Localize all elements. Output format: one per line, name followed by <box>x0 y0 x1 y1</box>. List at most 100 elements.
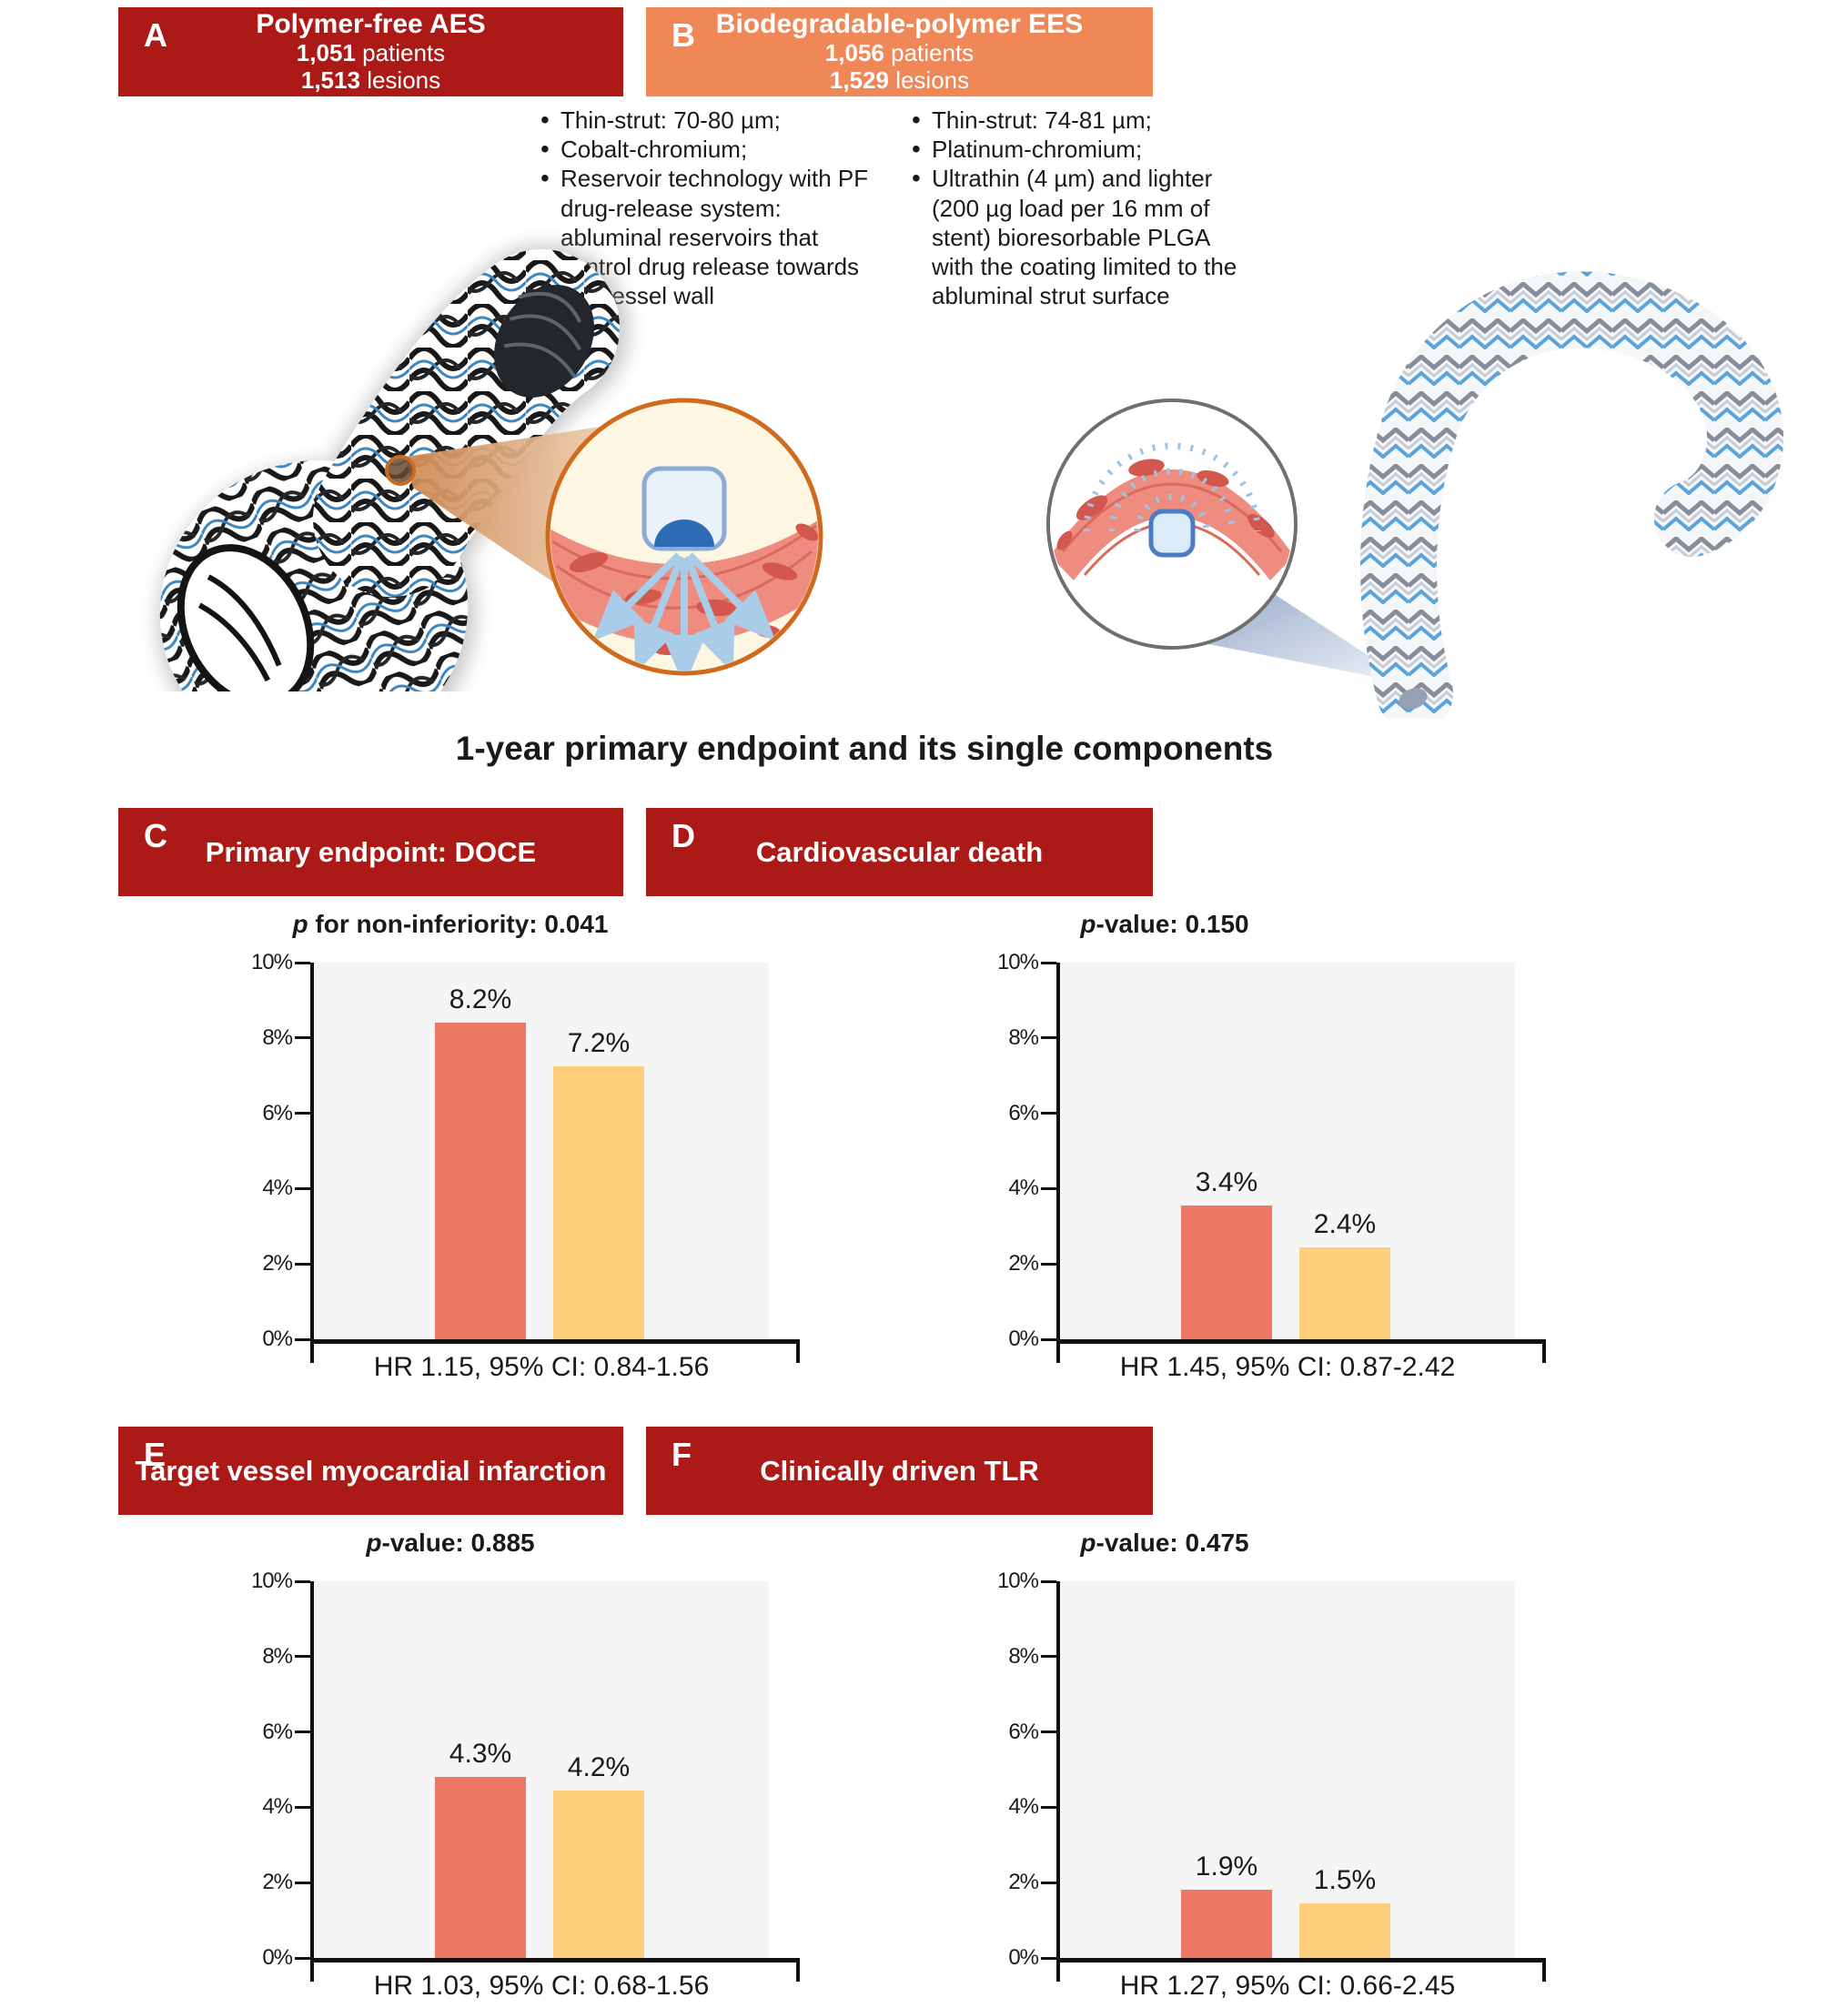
y-axis-tick-mark <box>1041 1579 1056 1583</box>
panel-d-hazard-ratio: HR 1.45, 95% CI: 0.87-2.42 <box>1119 1352 1456 1382</box>
panel-c-letter: C <box>144 817 167 854</box>
device-b-patients-value: 1,056 <box>824 39 884 67</box>
y-axis-tick-label: 10% <box>250 950 293 974</box>
y-axis-tick-mark <box>1041 1805 1056 1809</box>
section-title: 1-year primary endpoint and its single c… <box>455 730 1274 767</box>
panel-c-header: C Primary endpoint: DOCE <box>118 808 623 896</box>
device-b-title: Biodegradable-polymer EES <box>715 8 1084 39</box>
panel-e-letter: E <box>144 1436 167 1473</box>
y-axis-tick-label: 2% <box>262 1251 293 1276</box>
bar-polymer-free-aes <box>1181 1890 1272 1958</box>
p-symbol: p <box>1080 1529 1096 1557</box>
panel-c-p-value: p for non-inferiority: 0.041 <box>173 910 728 939</box>
y-axis-tick-label: 2% <box>262 1870 293 1895</box>
bar-value-label: 8.2% <box>449 984 512 1015</box>
panel-d-letter: D <box>672 817 695 854</box>
y-axis-tick-label: 4% <box>1008 1794 1039 1820</box>
device-a-patients-word: patients <box>362 39 446 67</box>
y-axis-tick-label: 6% <box>262 1719 293 1744</box>
y-axis-tick-mark <box>1041 1112 1056 1115</box>
bar-biodegradable-polymer-ees <box>553 1790 644 1958</box>
bar-value-label: 1.5% <box>1313 1864 1377 1895</box>
y-axis-tick-mark <box>295 1881 310 1884</box>
device-a-title: Polymer-free AES <box>256 8 486 39</box>
p-value-text: -value: 0.150 <box>1096 910 1249 938</box>
y-axis-tick-label: 4% <box>1008 1176 1039 1201</box>
stent-tip-marker <box>1399 688 1428 710</box>
y-axis-tick-mark <box>1041 1186 1056 1190</box>
device-a-lesions-word: lesions <box>367 66 441 95</box>
panel-f-header: F Clinically driven TLR <box>646 1427 1153 1515</box>
p-symbol: p <box>292 910 308 938</box>
device-a-patients-value: 1,051 <box>296 39 356 67</box>
stent-b-mesh-body <box>1360 271 1783 719</box>
vessel-wall <box>1051 469 1293 580</box>
y-axis-tick-mark <box>1041 1262 1056 1266</box>
y-axis-tick-label: 4% <box>262 1794 293 1820</box>
y-axis-tick-label: 8% <box>1008 1643 1039 1669</box>
polymer-free-aes-stent-illustration <box>157 245 823 691</box>
device-b-lesions-value: 1,529 <box>829 66 889 95</box>
bar-polymer-free-aes <box>435 1777 526 1958</box>
panel-b-letter: B <box>672 16 695 54</box>
y-axis-tick-label: 4% <box>262 1176 293 1201</box>
y-axis-tick-mark <box>295 1655 310 1659</box>
panel-d-p-value: p-value: 0.150 <box>887 910 1442 939</box>
p-value-text: -value: 0.475 <box>1096 1529 1249 1557</box>
device-b-feature-list: Thin-strut: 74-81 µm; Platinum-chromium;… <box>910 105 1248 311</box>
panel-f-hazard-ratio: HR 1.27, 95% CI: 0.66-2.45 <box>1119 1971 1456 2001</box>
bar-value-label: 4.3% <box>449 1739 512 1770</box>
y-axis-tick-label: 0% <box>262 1327 293 1351</box>
y-axis-tick-label: 10% <box>250 1569 293 1593</box>
y-axis-tick-mark <box>295 961 310 964</box>
y-axis-tick-mark <box>295 1731 310 1734</box>
panel-d-bar-chart: 0% 2% 4% 6% 8% 10% 3.4% 2.4% <box>997 950 1546 1363</box>
device-a-lesions-value: 1,513 <box>300 66 360 95</box>
y-axis-tick-mark <box>295 1036 310 1040</box>
panel-a-letter: A <box>144 16 167 54</box>
y-axis-tick-mark <box>1041 1881 1056 1884</box>
y-axis-tick-label: 8% <box>262 1643 293 1669</box>
bar-value-label: 7.2% <box>567 1027 631 1058</box>
list-item: Thin-strut: 70-80 µm; <box>539 105 871 136</box>
y-axis-tick-label: 0% <box>1008 1327 1039 1351</box>
bar-biodegradable-polymer-ees <box>553 1065 644 1339</box>
drug-diffusion-arcs <box>1083 442 1261 532</box>
y-axis-tick-mark <box>1041 1956 1056 1960</box>
device-a-lesions: 1,513 lesions <box>118 66 623 95</box>
panel-d-header: D Cardiovascular death <box>646 808 1153 896</box>
y-axis-tick-mark <box>295 1337 310 1341</box>
magnified-spot-marker <box>385 455 416 486</box>
p-symbol: p <box>1080 910 1096 938</box>
y-axis-tick-mark <box>295 1956 310 1960</box>
y-axis-tick-label: 8% <box>1008 1024 1039 1050</box>
p-symbol: p <box>366 1529 382 1557</box>
y-axis-tick-mark <box>295 1186 310 1190</box>
y-axis-tick-label: 6% <box>1008 1719 1039 1744</box>
p-value-text: for non-inferiority: 0.041 <box>308 910 609 938</box>
biodegradable-polymer-ees-stent-illustration <box>1046 271 1783 719</box>
p-value-text: -value: 0.885 <box>381 1529 535 1557</box>
panel-c-title: Primary endpoint: DOCE <box>205 835 537 868</box>
reservoir-drug-release-inset <box>545 398 823 676</box>
y-axis-tick-label: 0% <box>1008 1945 1039 1970</box>
y-axis-tick-mark <box>1041 1655 1056 1659</box>
bar-polymer-free-aes <box>1181 1206 1272 1339</box>
y-axis-tick-mark <box>295 1112 310 1115</box>
device-b-patients: 1,056 patients <box>646 39 1153 67</box>
panel-d-title: Cardiovascular death <box>755 835 1044 868</box>
panel-c-hazard-ratio: HR 1.15, 95% CI: 0.84-1.56 <box>373 1352 710 1382</box>
list-item: Ultrathin (4 µm) and lighter (200 µg loa… <box>910 163 1248 310</box>
panel-e-title: Target vessel myocardial infarction <box>135 1454 607 1487</box>
device-b-patients-word: patients <box>891 39 974 67</box>
y-axis-tick-mark <box>1041 1337 1056 1341</box>
panel-c-bar-chart: 0% 2% 4% 6% 8% 10% 8.2% 7.2% <box>251 950 800 1363</box>
device-b-lesions-word: lesions <box>895 66 970 95</box>
panel-f-p-value: p-value: 0.475 <box>887 1529 1442 1558</box>
stent-a-mesh-body <box>159 249 620 691</box>
y-axis-tick-label: 10% <box>996 1569 1039 1593</box>
panel-e-header: E Target vessel myocardial infarction <box>118 1427 623 1515</box>
y-axis-tick-mark <box>295 1262 310 1266</box>
y-axis-tick-mark <box>1041 1036 1056 1040</box>
